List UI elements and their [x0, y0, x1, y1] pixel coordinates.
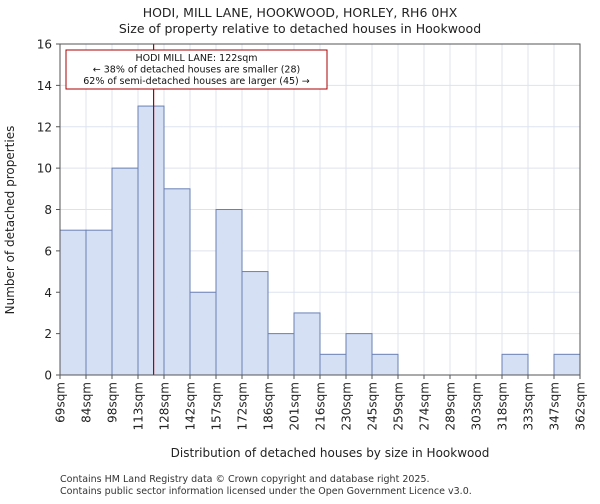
marker-layer: HODI MILL LANE: 122sqm ← 38% of detached… — [65, 44, 328, 375]
y-tick-label: 10 — [37, 162, 52, 176]
x-tick-label: 98sqm — [106, 382, 120, 423]
footer-line-1: Contains HM Land Registry data © Crown c… — [60, 474, 430, 485]
y-tick-label: 4 — [44, 286, 52, 300]
x-tick-label: 303sqm — [470, 382, 484, 430]
annotation-box — [65, 49, 328, 90]
bar-172sqm — [241, 271, 269, 376]
x-tick-label: 333sqm — [522, 382, 536, 430]
bar-157sqm — [215, 209, 243, 376]
y-tick-label: 0 — [44, 369, 52, 383]
annotation-line-3: 62% of semi-detached houses are larger (… — [83, 76, 310, 87]
annotation-line-1: HODI MILL LANE: 122sqm — [135, 53, 257, 64]
x-tick-label: 318sqm — [496, 382, 510, 430]
chart-title: HODI, MILL LANE, HOOKWOOD, HORLEY, RH6 0… — [143, 5, 458, 20]
x-tick-label: 274sqm — [418, 382, 432, 430]
x-tick-label: 245sqm — [366, 382, 380, 430]
x-tick-label: 347sqm — [548, 382, 562, 430]
x-tick-label: 113sqm — [132, 382, 146, 430]
y-axis-ticks: 0 2 4 6 8 10 12 14 16 — [37, 38, 60, 383]
x-tick-label: 172sqm — [236, 382, 250, 430]
x-axis-label: Distribution of detached houses by size … — [171, 446, 490, 460]
y-tick-label: 16 — [37, 38, 52, 52]
x-axis-ticks: 69sqm 84sqm 98sqm 113sqm 128sqm 142sqm 157sqm 1… — [54, 375, 588, 430]
x-tick-label: 230sqm — [340, 382, 354, 430]
x-tick-label: 84sqm — [80, 382, 94, 423]
bar-layer — [59, 105, 581, 376]
x-tick-label: 201sqm — [288, 382, 302, 430]
x-tick-label: 362sqm — [574, 382, 588, 430]
bar-84sqm — [85, 229, 113, 376]
y-tick-label: 6 — [44, 244, 52, 258]
annotation-line-2: ← 38% of detached houses are smaller (28… — [93, 65, 300, 76]
bar-142sqm — [189, 291, 217, 376]
bar-201sqm — [293, 312, 321, 376]
bar-186sqm — [267, 333, 295, 376]
bar-318sqm — [501, 353, 529, 376]
bar-230sqm — [345, 333, 373, 376]
bar-113sqm — [137, 105, 165, 376]
x-tick-label: 289sqm — [444, 382, 458, 430]
bar-216sqm — [319, 353, 347, 376]
footer-line-2: Contains public sector information licen… — [60, 486, 472, 497]
y-tick-label: 14 — [37, 79, 52, 93]
x-tick-label: 216sqm — [314, 382, 328, 430]
y-axis-label: Number of detached properties — [3, 126, 17, 315]
x-tick-label: 259sqm — [392, 382, 406, 430]
y-tick-label: 2 — [44, 327, 52, 341]
bar-128sqm — [163, 188, 191, 376]
y-tick-label: 8 — [44, 203, 52, 217]
x-tick-label: 128sqm — [158, 382, 172, 430]
x-tick-label: 69sqm — [54, 382, 68, 423]
bar-347sqm — [553, 353, 581, 376]
chart-subtitle: Size of property relative to detached ho… — [119, 21, 481, 36]
y-tick-label: 12 — [37, 120, 52, 134]
bar-69sqm — [59, 229, 87, 376]
x-tick-label: 142sqm — [184, 382, 198, 430]
x-tick-label: 157sqm — [210, 382, 224, 430]
bar-98sqm — [111, 167, 139, 376]
bar-245sqm — [371, 353, 399, 376]
x-tick-label: 186sqm — [262, 382, 276, 430]
